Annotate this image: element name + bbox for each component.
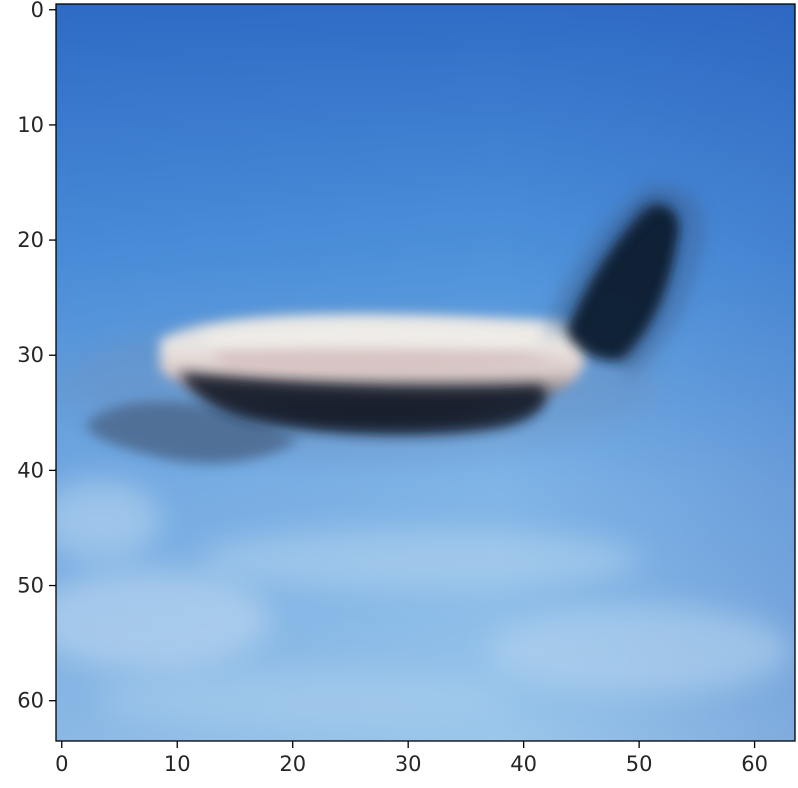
x-tick-label: 60 <box>741 752 768 776</box>
y-tick-label: 40 <box>17 458 44 482</box>
axes-frame <box>55 3 796 742</box>
fuselage-stripe <box>210 349 560 371</box>
x-axis: 0 10 20 30 40 50 60 <box>55 741 768 776</box>
clouds <box>56 480 790 730</box>
y-tick-label: 60 <box>17 689 44 713</box>
y-tick-label: 0 <box>31 0 44 22</box>
airplane <box>60 187 701 464</box>
x-tick-label: 10 <box>164 752 191 776</box>
fuselage-belly <box>180 372 546 436</box>
airplane-tail <box>565 201 681 362</box>
x-tick-label: 40 <box>510 752 537 776</box>
x-tick-label: 20 <box>279 752 306 776</box>
y-tick-label: 50 <box>17 574 44 598</box>
y-tick-label: 30 <box>17 343 44 367</box>
y-tick-label: 20 <box>17 228 44 252</box>
fuselage-highlight <box>200 319 545 352</box>
x-tick-label: 30 <box>395 752 422 776</box>
y-axis: 0 10 20 30 40 50 60 <box>17 0 56 713</box>
x-tick-label: 50 <box>626 752 653 776</box>
airplane-tail-halo <box>548 187 701 376</box>
x-tick-label: 0 <box>55 752 68 776</box>
image-area <box>56 4 795 741</box>
y-tick-label: 10 <box>17 113 44 137</box>
